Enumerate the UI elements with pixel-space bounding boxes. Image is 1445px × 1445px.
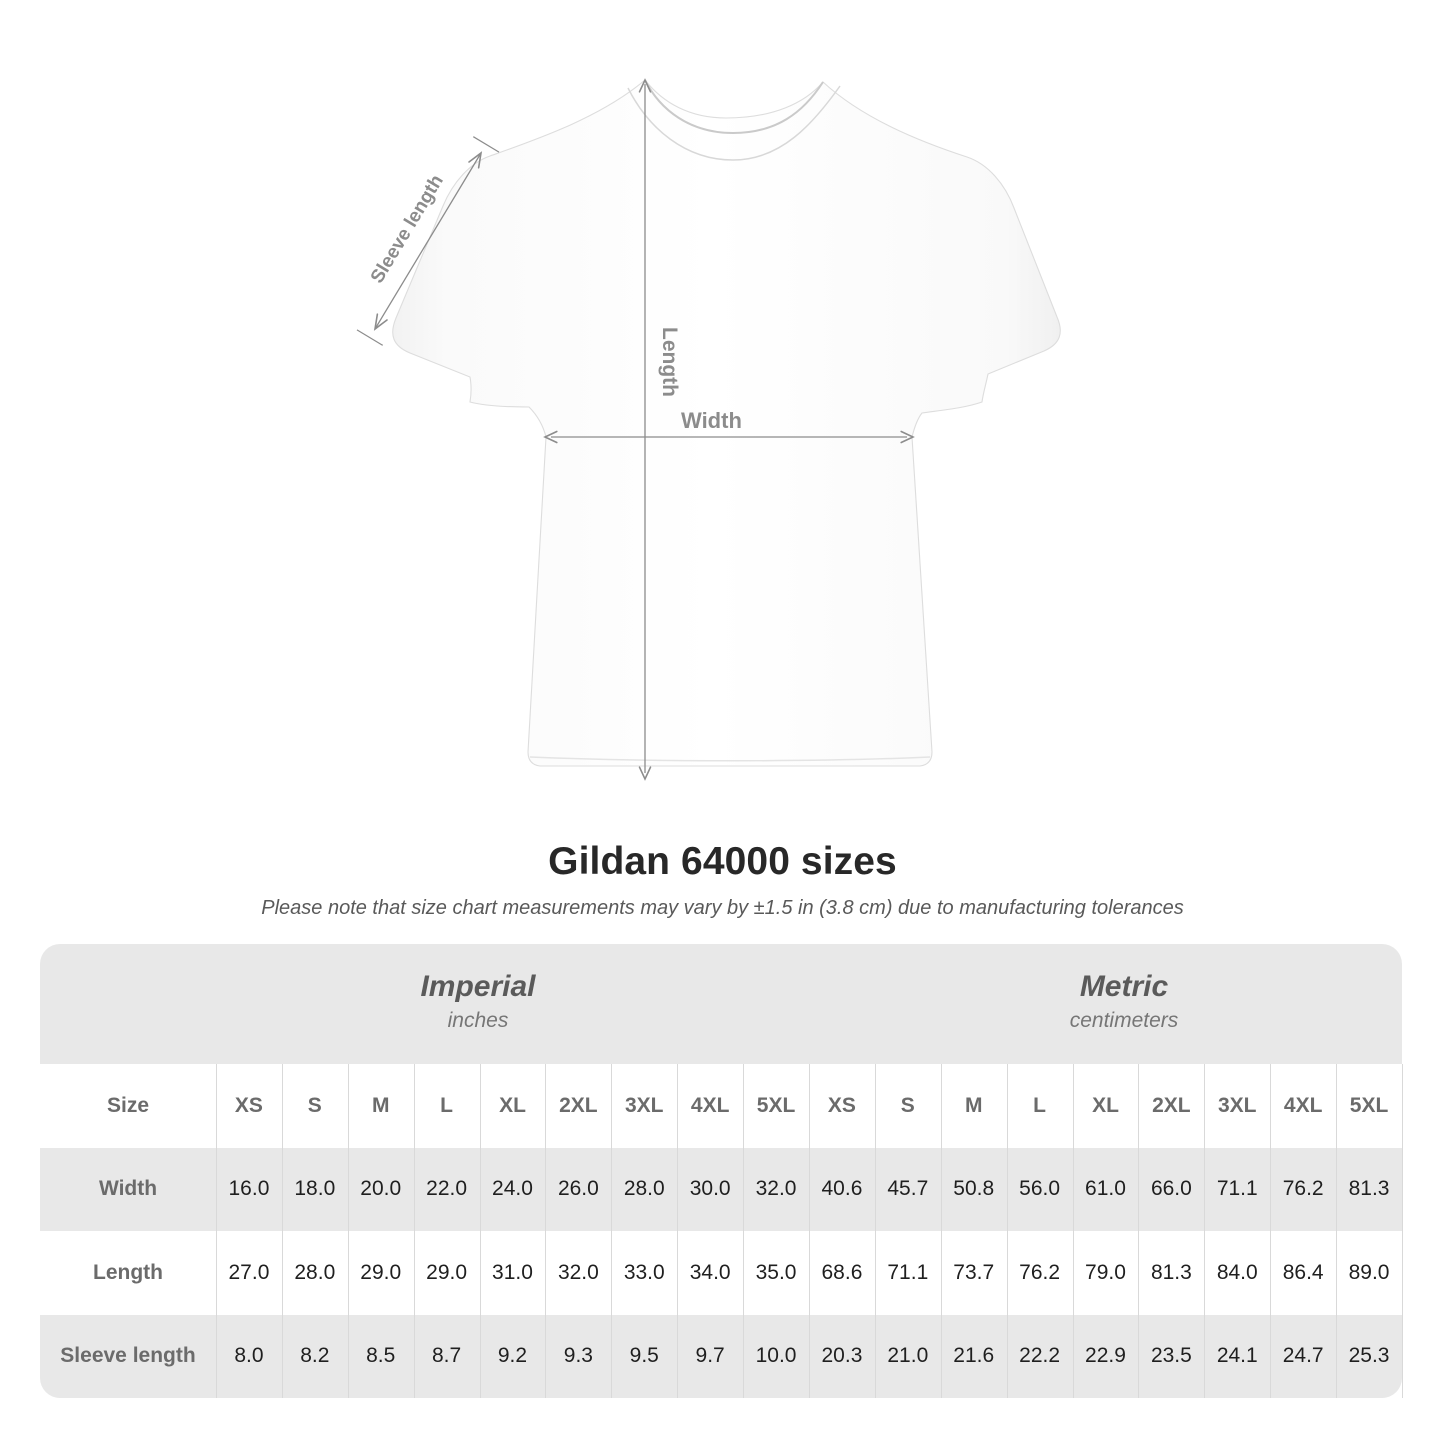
svg-text:Width: Width bbox=[681, 408, 742, 433]
svg-text:Length: Length bbox=[658, 327, 681, 397]
